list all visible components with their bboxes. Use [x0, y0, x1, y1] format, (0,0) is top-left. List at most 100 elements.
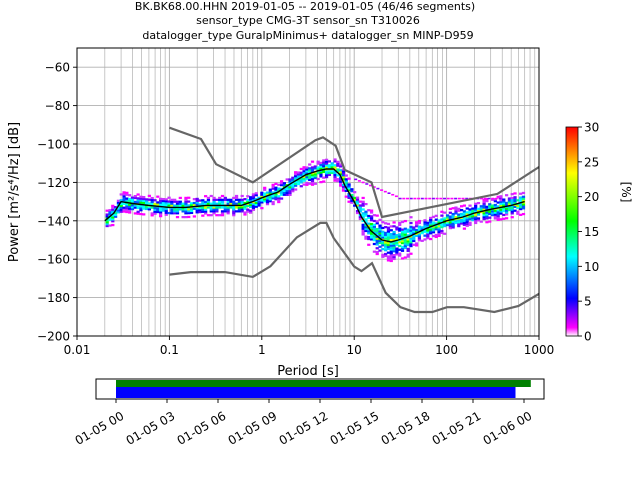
histogram-cell [488, 207, 492, 210]
histogram-cell [105, 215, 109, 218]
histogram-cell [412, 236, 416, 239]
histogram-cell [212, 206, 216, 209]
histogram-cell [347, 185, 351, 188]
histogram-cell [243, 211, 247, 214]
histogram-cell [144, 198, 149, 201]
histogram-cell [448, 217, 452, 220]
histogram-cell [443, 197, 447, 200]
histogram-cell [234, 198, 239, 201]
histogram-cell [403, 231, 407, 234]
histogram-cell [229, 202, 233, 205]
histogram-cell [316, 177, 320, 181]
histogram-cell [254, 205, 258, 208]
histogram-cell [462, 221, 467, 224]
histogram-cell [434, 228, 438, 231]
histogram-cell [144, 202, 149, 205]
histogram-cell [386, 245, 391, 249]
histogram-cell [423, 228, 427, 232]
histogram-cell [322, 166, 326, 170]
histogram-cell [409, 225, 413, 228]
histogram-cell [285, 189, 289, 193]
histogram-cell [448, 221, 452, 224]
histogram-cell [344, 174, 348, 177]
histogram-cell [122, 210, 126, 213]
histogram-cell [136, 212, 140, 215]
histogram-cell [423, 230, 427, 233]
histogram-cell [474, 202, 478, 205]
histogram-cell [389, 233, 393, 236]
histogram-cell [249, 203, 253, 207]
histogram-cell [485, 207, 489, 210]
histogram-cell [465, 207, 469, 210]
histogram-cell [347, 187, 351, 190]
histogram-cell [336, 160, 340, 163]
histogram-cell [403, 242, 407, 246]
histogram-cell [133, 212, 137, 215]
histogram-cell [195, 211, 199, 214]
histogram-cell [277, 189, 281, 192]
histogram-cell [232, 196, 236, 200]
histogram-cell [429, 224, 433, 227]
histogram-cell [451, 222, 455, 225]
histogram-cell [476, 213, 481, 216]
histogram-cell [513, 196, 517, 199]
histogram-cell [310, 168, 315, 171]
histogram-cell [164, 209, 168, 213]
histogram-cell [251, 197, 256, 200]
histogram-cell [502, 202, 506, 205]
histogram-cell [159, 201, 163, 204]
histogram-cell [499, 202, 503, 206]
histogram-cell [147, 206, 151, 209]
histogram-cell [389, 250, 393, 253]
histogram-cell [189, 207, 194, 211]
histogram-cell [226, 208, 230, 211]
histogram-cell [364, 214, 368, 217]
histogram-cell [476, 201, 481, 205]
histogram-cell [516, 199, 520, 202]
histogram-cell [209, 210, 213, 213]
histogram-cell [400, 240, 405, 243]
histogram-cell [305, 181, 309, 185]
histogram-cell [372, 227, 377, 230]
histogram-cell [181, 208, 185, 211]
histogram-cell [310, 175, 315, 179]
colorbar-tick-label: 25 [584, 155, 599, 169]
histogram-cell [488, 205, 492, 208]
histogram-cell [457, 221, 461, 224]
histogram-cell [507, 201, 512, 204]
histogram-cell [294, 171, 298, 174]
histogram-cell [361, 219, 365, 223]
histogram-cell [409, 239, 413, 242]
histogram-cell [412, 237, 416, 241]
histogram-cell [282, 193, 286, 196]
histogram-cell [215, 206, 219, 209]
histogram-cell [316, 168, 320, 171]
histogram-cell [257, 198, 261, 201]
histogram-cell [184, 200, 188, 203]
histogram-cell [341, 189, 346, 192]
histogram-cell [414, 234, 419, 237]
histogram-cell [409, 197, 413, 200]
histogram-cell [499, 212, 503, 215]
histogram-cell [294, 176, 298, 180]
histogram-cell [513, 192, 517, 195]
histogram-cell [291, 178, 295, 181]
histogram-cell [237, 200, 241, 203]
histogram-cell [240, 208, 244, 211]
histogram-cell [173, 210, 177, 213]
histogram-cell [372, 229, 377, 232]
histogram-cell [215, 210, 219, 213]
histogram-cell [437, 230, 441, 234]
histogram-cell [392, 225, 396, 228]
histogram-cell [420, 228, 424, 231]
histogram-cell [431, 234, 436, 238]
histogram-cell [381, 255, 385, 258]
histogram-cell [119, 204, 123, 208]
histogram-cell [322, 161, 326, 164]
histogram-cell [324, 162, 329, 165]
histogram-cell [521, 197, 526, 200]
histogram-cell [108, 212, 112, 216]
histogram-cell [234, 210, 239, 213]
histogram-cell [105, 221, 109, 224]
histogram-cell [220, 214, 225, 217]
